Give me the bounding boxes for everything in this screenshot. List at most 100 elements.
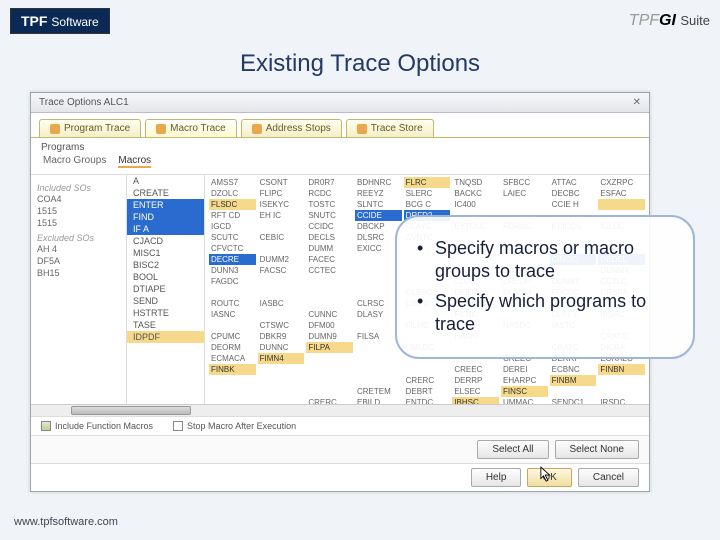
macro-cell[interactable]: EHARPC [501, 375, 548, 386]
macro-cell[interactable]: DECRE [209, 254, 256, 265]
macro-cell[interactable]: FINSC [501, 386, 548, 397]
program-list[interactable]: ACREATEENTERFINDIF ACJACDMISC1BISC2BOOLD… [127, 175, 205, 404]
macro-cell[interactable]: CCIDE [355, 210, 402, 221]
macro-cell[interactable] [258, 287, 305, 298]
macro-cell[interactable]: FINBK [209, 364, 256, 375]
program-list-item[interactable]: A [127, 175, 204, 187]
macro-cell[interactable] [404, 364, 451, 375]
macro-cell[interactable]: ATTAC [550, 177, 597, 188]
macro-cell[interactable] [501, 199, 548, 210]
macro-cell[interactable]: ISEKYC [258, 199, 305, 210]
macro-cell[interactable] [258, 221, 305, 232]
macro-cell[interactable]: ECBNC [550, 364, 597, 375]
tab-address-stops[interactable]: Address Stops [241, 119, 342, 137]
macro-cell[interactable] [258, 386, 305, 397]
macro-cell[interactable]: EH IC [258, 210, 305, 221]
included-so-item[interactable]: COA4 [37, 193, 120, 205]
macro-cell[interactable] [258, 364, 305, 375]
macro-cell[interactable]: DFM00 [306, 320, 353, 331]
program-list-item[interactable]: BISC2 [127, 259, 204, 271]
macro-cell[interactable]: TNQSD [452, 177, 499, 188]
macro-cell[interactable] [209, 320, 256, 331]
include-function-macros-checkbox[interactable]: Include Function Macros [41, 421, 153, 431]
h-scrollbar[interactable] [31, 404, 649, 416]
macro-cell[interactable] [306, 364, 353, 375]
program-list-item[interactable]: FIND [127, 211, 204, 223]
macro-cell[interactable]: FINBN [598, 364, 645, 375]
macro-cell[interactable]: CRERC [306, 397, 353, 404]
macro-cell[interactable]: CFVCTC [209, 243, 256, 254]
macro-cell[interactable]: REEYZ [355, 188, 402, 199]
macro-cell[interactable] [355, 353, 402, 364]
program-list-item[interactable]: TASE [127, 319, 204, 331]
macro-cell[interactable]: DUNN3 [209, 265, 256, 276]
macro-cell[interactable] [209, 386, 256, 397]
macro-cell[interactable] [258, 375, 305, 386]
macro-cell[interactable]: CTSWC [258, 320, 305, 331]
included-so-item[interactable]: 1515 [37, 205, 120, 217]
macro-cell[interactable]: SCUTC [209, 232, 256, 243]
macro-cell[interactable]: LAIEC [501, 188, 548, 199]
macro-cell[interactable]: CRETEM [355, 386, 402, 397]
macro-cell[interactable]: SLERC [404, 188, 451, 199]
macro-cell[interactable]: CXZRPC [598, 177, 645, 188]
macro-cell[interactable]: DERRP [452, 375, 499, 386]
excluded-so-item[interactable]: BH15 [37, 267, 120, 279]
macro-cell[interactable]: ROUTC [209, 298, 256, 309]
macro-cell[interactable]: DBKR9 [258, 331, 305, 342]
macro-cell[interactable]: UMMAC [501, 397, 548, 404]
program-list-item[interactable]: ENTER [127, 199, 204, 211]
macro-cell[interactable] [306, 287, 353, 298]
macro-cell[interactable]: DECBC [550, 188, 597, 199]
macro-cell[interactable] [306, 298, 353, 309]
excluded-so-item[interactable]: DF5A [37, 255, 120, 267]
macro-cell[interactable] [209, 287, 256, 298]
select-none-button[interactable]: Select None [555, 440, 639, 459]
program-list-item[interactable]: IDPDF [127, 331, 204, 343]
macro-cell[interactable]: FLRC [404, 177, 451, 188]
macro-cell[interactable]: RCDC [306, 188, 353, 199]
macro-cell[interactable]: CPUMC [209, 331, 256, 342]
ok-button[interactable]: OK [527, 468, 571, 487]
included-so-item[interactable]: 1515 [37, 217, 120, 229]
macro-cell[interactable]: CCTEC [306, 265, 353, 276]
macro-cell[interactable]: BDHNRC [355, 177, 402, 188]
macro-cell[interactable] [355, 342, 402, 353]
macro-cell[interactable] [306, 353, 353, 364]
macro-cell[interactable]: FIMN4 [258, 353, 305, 364]
macro-cell[interactable]: DR0R7 [306, 177, 353, 188]
macro-cell[interactable]: SLNTC [355, 199, 402, 210]
macro-cell[interactable] [355, 375, 402, 386]
tab-macro-trace[interactable]: Macro Trace [145, 119, 237, 137]
macro-cell[interactable]: DEORM [209, 342, 256, 353]
macro-cell[interactable]: SENDC1 [550, 397, 597, 404]
macro-cell[interactable]: ECMACA [209, 353, 256, 364]
macro-cell[interactable] [355, 364, 402, 375]
macro-cell[interactable]: RFT CD [209, 210, 256, 221]
macro-cell[interactable]: IASNC [209, 309, 256, 320]
help-button[interactable]: Help [471, 468, 522, 487]
macro-cell[interactable]: BACKC [452, 188, 499, 199]
select-all-button[interactable]: Select All [477, 440, 548, 459]
program-list-item[interactable]: IF A [127, 223, 204, 235]
macro-cell[interactable] [209, 375, 256, 386]
macro-cell[interactable]: FAGDC [209, 276, 256, 287]
macro-cell[interactable] [598, 386, 645, 397]
macro-cell[interactable]: DUMM2 [258, 254, 305, 265]
macro-cell[interactable] [306, 375, 353, 386]
macro-cell[interactable]: FLSDC [209, 199, 256, 210]
macro-cell[interactable]: CUNNC [306, 309, 353, 320]
macro-cell[interactable]: ESFAC [598, 188, 645, 199]
macro-cell[interactable]: CSONT [258, 177, 305, 188]
macro-cell[interactable]: DUMM [306, 243, 353, 254]
program-list-item[interactable]: CREATE [127, 187, 204, 199]
macro-cell[interactable] [258, 397, 305, 404]
program-list-item[interactable]: BOOL [127, 271, 204, 283]
subtab-macros[interactable]: Macros [118, 155, 151, 168]
macro-cell[interactable] [550, 386, 597, 397]
macro-cell[interactable]: FACEC [306, 254, 353, 265]
macro-cell[interactable]: IRSDC [598, 397, 645, 404]
macro-cell[interactable]: BCG C [404, 199, 451, 210]
scrollbar-thumb[interactable] [71, 406, 191, 415]
macro-cell[interactable]: ELSEC [452, 386, 499, 397]
